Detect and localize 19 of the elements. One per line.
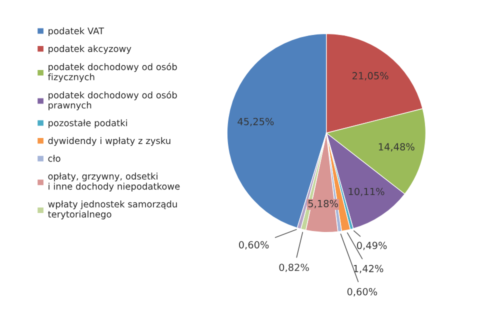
legend-label: dywidendy i wpłaty z zysku (48, 137, 170, 146)
data-label: 0,82% (279, 264, 309, 272)
data-label: 0,49% (357, 242, 387, 250)
legend-label: podatek akcyzowy (48, 45, 132, 54)
data-label: 10,11% (348, 188, 384, 196)
legend-label: wpłaty jednostek samorządu terytorialnego (48, 200, 177, 220)
data-label: 21,05% (352, 72, 388, 80)
legend-label: podatek VAT (48, 27, 104, 36)
data-label: 14,48% (378, 143, 414, 152)
legend-label: opłaty, grzywny, odsetki i inne dochody niepodatkowe (48, 172, 180, 192)
legend-label: pozostałe podatki (48, 119, 127, 128)
legend-label: podatek dochodowy od osób fizycznych (48, 62, 177, 82)
data-label: 5,18% (308, 200, 338, 208)
legend-label: podatek dochodowy od osób prawnych (48, 91, 177, 110)
data-label: 1,42% (354, 264, 384, 274)
legend-label: cło (48, 154, 60, 162)
data-label: 0,60% (238, 241, 269, 250)
data-label: 45,25% (238, 118, 274, 126)
data-label: 0,60% (347, 288, 378, 296)
